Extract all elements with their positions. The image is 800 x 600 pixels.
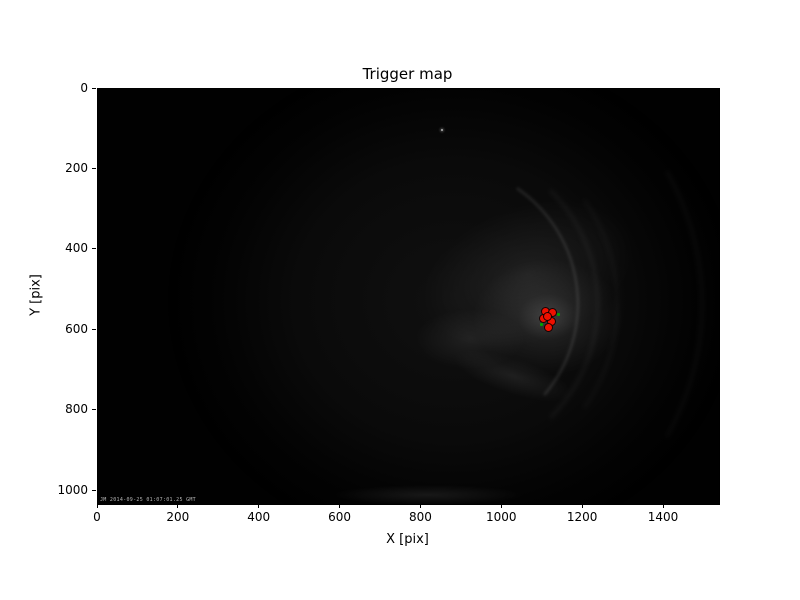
y-tick-label: 1000 [57,482,88,497]
x-tick-label: 800 [408,510,432,524]
x-tick-label: 400 [247,510,271,524]
cloud-wisp-arcs [516,187,619,419]
x-tick-label: 1000 [486,510,517,524]
y-tick-mark [92,87,96,89]
y-tick-label: 400 [65,241,88,256]
marker-secondary-pixels [556,313,560,317]
x-tick-mark [96,504,98,508]
x-tick-label: 200 [166,510,190,524]
y-tick-mark [92,248,96,250]
marker-triggered-pixels [544,322,554,332]
x-tick-label: 1400 [647,510,679,524]
y-axis-label: Y [pix] [28,274,44,316]
y-tick-mark [92,489,96,491]
marker-star-point [440,129,443,132]
x-tick-label: 1200 [566,510,598,524]
x-tick-mark [500,504,502,508]
x-axis-label: X [pix] [386,532,429,547]
camera-timestamp-overlay: JM 2014-09-25 01:07:01.25 GMT [100,497,196,503]
marker-secondary-pixels [540,323,543,327]
x-tick-mark [258,504,260,508]
x-tick-mark [419,504,421,508]
y-tick-mark [92,409,96,411]
x-tick-mark [339,504,341,508]
y-tick-mark [92,328,96,330]
x-tick-mark [177,504,179,508]
marker-triggered-pixels [542,312,552,322]
chart-title: Trigger map [362,65,453,83]
x-tick-label: 600 [328,510,352,524]
sky-camera-image [98,89,719,504]
plot-area: JM 2014-09-25 01:07:01.25 GMT [97,88,720,505]
y-tick-label: 200 [65,160,88,175]
x-tick-mark [662,504,664,508]
x-tick-mark [581,504,583,508]
y-tick-label: 0 [80,80,88,95]
y-tick-label: 600 [65,321,88,336]
y-tick-mark [92,167,96,169]
trigger-markers-layer [98,89,719,504]
x-tick-label: 0 [93,510,101,524]
y-tick-label: 800 [65,402,88,417]
